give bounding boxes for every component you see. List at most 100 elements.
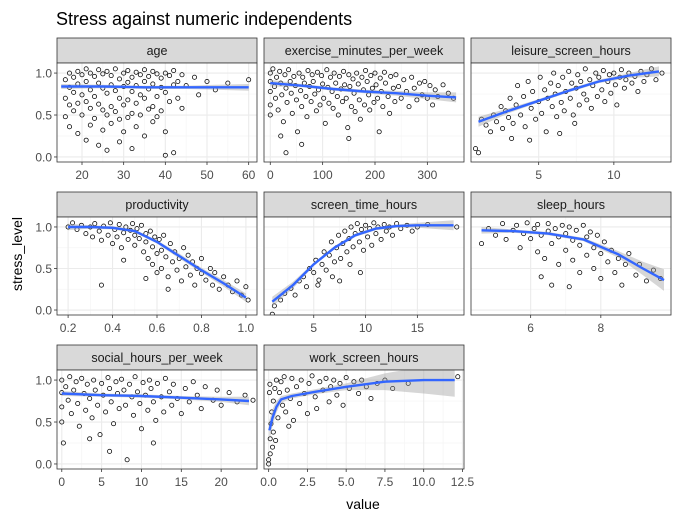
data-point — [309, 72, 315, 78]
data-point — [121, 257, 127, 263]
data-point — [493, 232, 499, 238]
data-point — [216, 286, 222, 292]
data-point — [363, 222, 369, 228]
data-point — [83, 407, 89, 413]
data-point — [361, 247, 366, 253]
data-point — [90, 234, 96, 240]
data-point — [117, 76, 122, 82]
data-point — [365, 234, 371, 240]
x-tick-label: 40 — [159, 168, 173, 182]
data-point — [125, 97, 131, 103]
data-point — [498, 104, 504, 110]
x-tick-label: 15 — [411, 321, 425, 335]
data-point — [298, 377, 304, 383]
data-point — [62, 77, 68, 83]
data-point — [154, 114, 160, 120]
data-point — [71, 89, 77, 95]
data-point — [142, 95, 147, 101]
data-point — [500, 221, 506, 227]
data-point — [104, 112, 110, 118]
facet-strip — [56, 37, 258, 64]
data-point — [375, 95, 381, 101]
data-point — [369, 242, 375, 248]
data-point — [127, 381, 132, 387]
data-point — [335, 112, 341, 118]
data-point — [99, 380, 105, 386]
data-point — [121, 102, 127, 108]
facet-strip-label: age — [147, 44, 168, 58]
data-point — [294, 384, 300, 390]
panel-border — [470, 62, 672, 163]
data-point — [648, 66, 654, 72]
data-point — [121, 230, 127, 236]
panel-border — [263, 62, 465, 163]
data-point — [368, 73, 374, 79]
y-tick-label: 1.0 — [35, 374, 52, 388]
x-tick-label: 10 — [607, 168, 621, 182]
smooth-line — [478, 70, 660, 123]
data-point — [267, 102, 273, 108]
data-point — [92, 115, 97, 121]
data-point — [145, 256, 151, 262]
data-point — [308, 99, 314, 105]
data-point — [154, 380, 160, 386]
data-point — [145, 407, 151, 413]
data-point — [136, 236, 142, 242]
data-point — [290, 417, 296, 423]
data-point — [170, 259, 176, 265]
data-point — [130, 221, 136, 227]
data-point — [354, 221, 360, 227]
data-point — [385, 94, 391, 100]
data-point — [154, 251, 160, 257]
data-point — [96, 67, 102, 73]
data-point — [409, 74, 415, 80]
data-point — [313, 108, 319, 114]
data-point — [531, 226, 537, 232]
data-point — [267, 381, 273, 387]
data-point — [150, 399, 156, 405]
data-point — [186, 399, 192, 405]
y-tick-label: 0.0 — [35, 457, 52, 471]
data-point — [593, 70, 599, 76]
data-point — [296, 70, 302, 76]
data-point — [169, 402, 175, 408]
panel-marks — [65, 220, 251, 303]
data-point — [566, 224, 572, 230]
data-point — [514, 222, 520, 228]
data-point — [566, 68, 572, 74]
data-point — [218, 402, 224, 408]
data-point — [503, 236, 509, 242]
data-point — [352, 109, 358, 115]
data-point — [75, 401, 81, 407]
data-point — [87, 436, 93, 442]
facet-strip — [263, 344, 465, 371]
data-point — [345, 125, 351, 131]
data-point — [383, 228, 389, 234]
data-point — [83, 231, 89, 237]
x-tick-label: 10 — [135, 475, 149, 489]
data-point — [594, 94, 600, 100]
data-point — [312, 91, 318, 97]
y-tick-label: 0.5 — [35, 109, 52, 123]
data-point — [292, 292, 298, 298]
data-point — [141, 249, 147, 255]
data-point — [167, 73, 172, 79]
facet-panel-exercise_minutes_per_week: exercise_minutes_per_week 0 100 200 300 — [263, 37, 465, 182]
data-point — [183, 264, 189, 270]
data-point — [245, 297, 251, 303]
data-point — [506, 115, 512, 121]
data-point — [373, 82, 379, 88]
y-tick-label: 0.0 — [35, 150, 52, 164]
data-point — [137, 92, 143, 98]
data-point — [517, 245, 523, 251]
x-tick-label: 60 — [242, 168, 256, 182]
data-point — [542, 256, 548, 262]
data-point — [494, 119, 500, 125]
data-point — [62, 95, 68, 101]
data-point — [87, 396, 93, 402]
panel-marks — [59, 374, 256, 463]
data-point — [165, 286, 171, 292]
data-point — [591, 266, 597, 271]
data-point — [300, 74, 306, 80]
